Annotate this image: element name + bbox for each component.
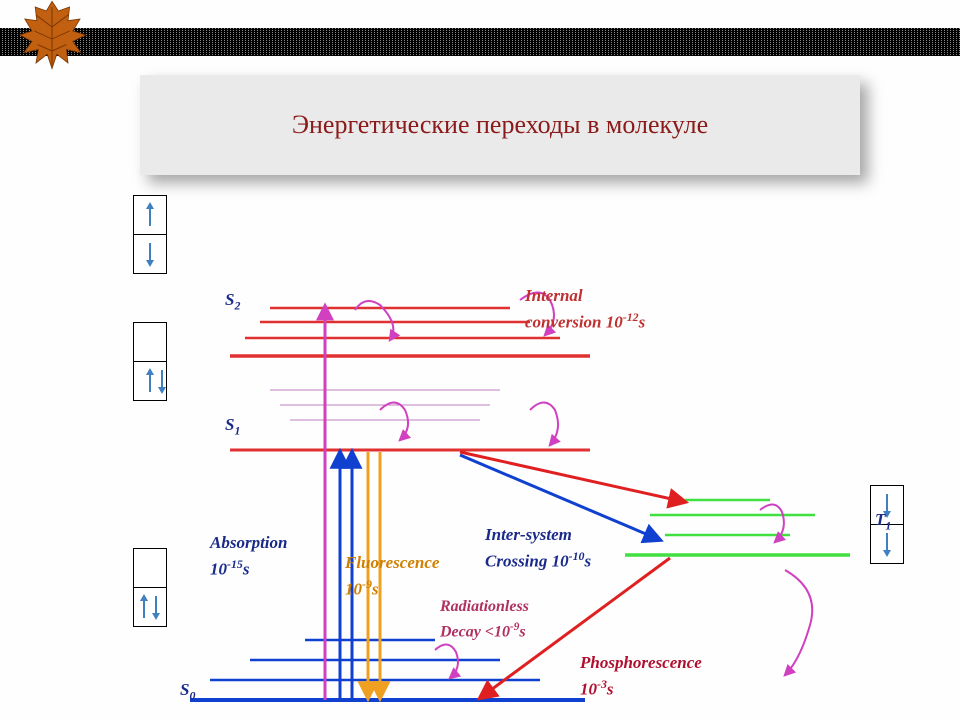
s1-label: S1 [225, 415, 240, 438]
decorative-top-bar [0, 28, 960, 56]
slide-title: Энергетические переходы в молекуле [292, 110, 708, 140]
s0-label: S0 [180, 680, 195, 703]
phos-label-wave [785, 570, 812, 675]
internal-conversion-label: Internal conversion 10-12s [525, 283, 645, 335]
leaf-icon [12, 0, 92, 75]
t1-wave [760, 504, 784, 542]
radiationless-decay-label: Radiationless Decay <10-9s [440, 595, 529, 644]
spin-box [133, 195, 167, 274]
isc-arrow-red [460, 452, 685, 502]
intersystem-crossing-label: Inter-system Crossing 10-10s [485, 522, 591, 574]
slide: Энергетические переходы в молекуле [0, 0, 960, 720]
phosphorescence-label: Phosphorescence 10-3s [580, 650, 702, 702]
title-box: Энергетические переходы в молекуле [140, 75, 860, 175]
ic-wave-3 [380, 403, 408, 441]
absorption-label: Absorption 10-15s [210, 530, 287, 582]
fluorescence-label: Fluorescence 10-9s [345, 550, 439, 602]
ic-wave-4 [530, 403, 558, 446]
t1-label: T1 [875, 510, 891, 533]
jablonski-diagram [130, 280, 850, 710]
s2-label: S2 [225, 290, 240, 313]
